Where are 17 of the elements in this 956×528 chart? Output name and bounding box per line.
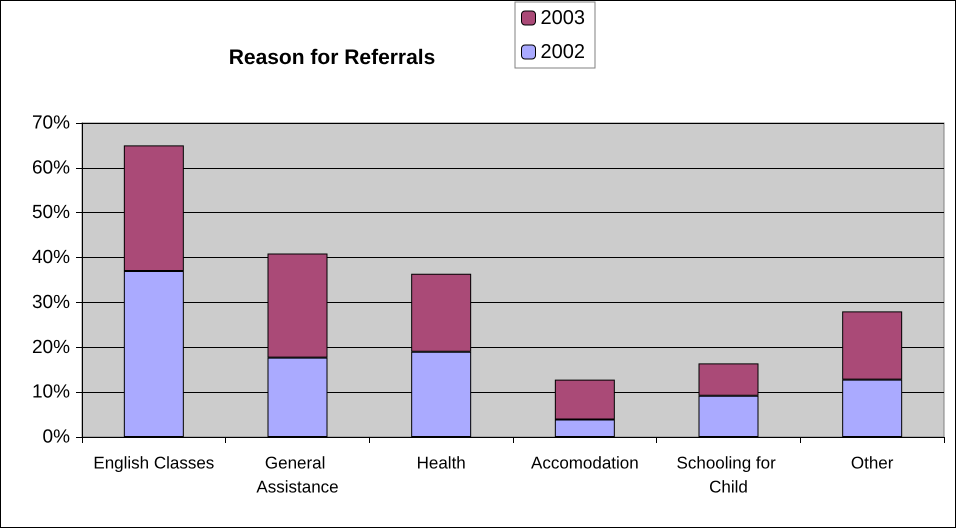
x-tick-label: English Classes: [93, 454, 214, 472]
x-tick-label: Other: [850, 454, 894, 472]
legend-label: 2003: [540, 7, 585, 29]
y-tick-label: 50%: [32, 202, 70, 224]
x-tick-label: General Assistance: [256, 454, 339, 496]
x-tick-label: Schooling for Child: [676, 454, 780, 496]
y-tick-label: 0%: [42, 426, 70, 448]
legend-label: 2002: [540, 41, 585, 63]
x-tick-label: Health: [416, 454, 466, 472]
chart-title: Reason for Referrals: [228, 46, 436, 69]
y-tick-label: 30%: [32, 292, 70, 313]
x-tick-label: Accomodation: [530, 454, 639, 472]
y-tick-label: 40%: [32, 247, 70, 268]
y-tick-label: 70%: [32, 112, 70, 134]
y-tick-label: 20%: [32, 336, 70, 358]
y-tick-label: 60%: [32, 157, 70, 178]
y-tick-label: 10%: [32, 382, 70, 403]
